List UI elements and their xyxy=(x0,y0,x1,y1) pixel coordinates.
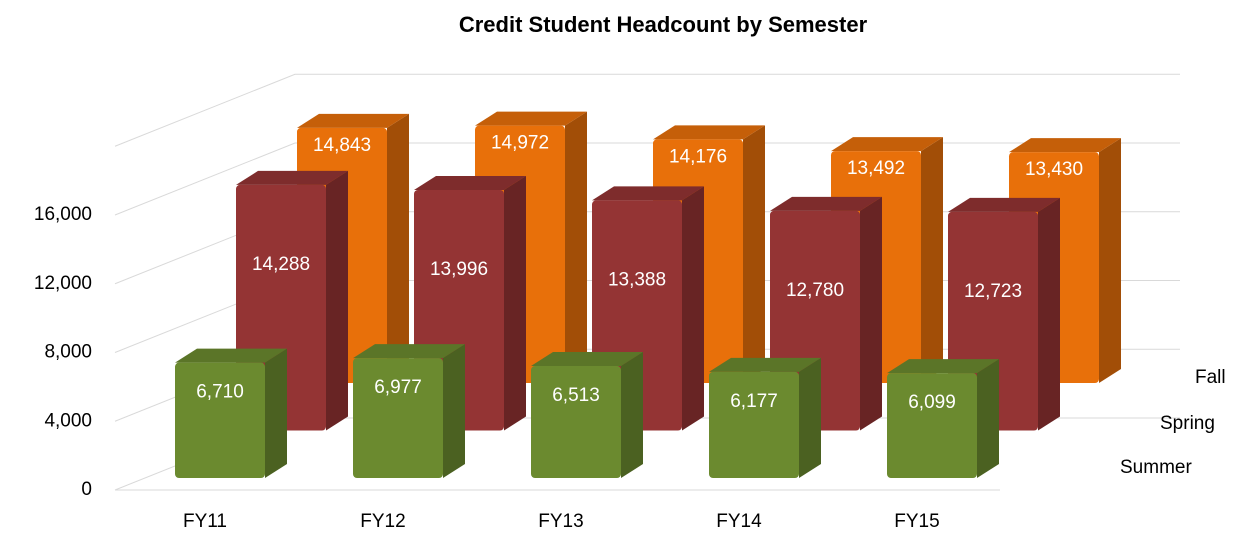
bar-side xyxy=(387,113,409,384)
bar-top xyxy=(531,352,643,367)
bar-side xyxy=(1099,138,1121,383)
bar xyxy=(709,371,799,478)
bar-top xyxy=(709,357,821,372)
data-label: 6,177 xyxy=(730,391,778,412)
bar-side xyxy=(621,352,643,478)
x-tick-label: FY12 xyxy=(360,511,405,532)
bar xyxy=(353,358,443,478)
y-tick-label: 4,000 xyxy=(44,410,92,431)
x-tick-label: FY11 xyxy=(183,511,227,532)
data-label: 14,972 xyxy=(491,133,549,154)
bar-top xyxy=(236,170,348,185)
bar-side xyxy=(860,196,882,431)
data-label: 13,388 xyxy=(608,269,666,290)
bar-top xyxy=(831,137,943,152)
bar-top xyxy=(1009,138,1121,153)
x-tick-label: FY14 xyxy=(716,511,762,532)
data-label: 13,996 xyxy=(430,259,488,280)
bar-top xyxy=(592,186,704,201)
bar-top xyxy=(353,344,465,359)
data-label: 6,099 xyxy=(908,392,956,413)
x-tick-label: FY15 xyxy=(894,511,939,532)
grid-line xyxy=(114,73,1180,147)
bar-top xyxy=(887,359,999,374)
data-label: 6,977 xyxy=(374,377,422,398)
bar-side xyxy=(565,111,587,383)
data-label: 12,780 xyxy=(786,280,844,301)
series-label: Fall xyxy=(1195,367,1226,388)
y-tick-label: 8,000 xyxy=(44,342,92,363)
y-tick-label: 0 xyxy=(81,479,92,500)
bar-top xyxy=(770,196,882,211)
bar-side xyxy=(921,137,943,383)
bar-top xyxy=(297,113,409,128)
bar xyxy=(175,362,265,478)
bar-side xyxy=(682,186,704,431)
bar-side xyxy=(326,170,348,431)
bar-side xyxy=(265,348,287,478)
data-label: 13,430 xyxy=(1025,159,1083,180)
bar-top xyxy=(653,125,765,140)
bar-side xyxy=(443,344,465,478)
data-label: 14,843 xyxy=(313,135,371,156)
bar xyxy=(531,366,621,478)
bar-side xyxy=(743,125,765,383)
chart-title: Credit Student Headcount by Semester xyxy=(459,12,868,37)
bar-top xyxy=(414,175,526,190)
data-label: 14,288 xyxy=(252,254,310,275)
series-label: Spring xyxy=(1160,413,1215,434)
data-label: 13,492 xyxy=(847,158,905,179)
series-label: Summer xyxy=(1120,457,1192,478)
x-tick-label: FY13 xyxy=(538,511,583,532)
bar-top xyxy=(475,111,587,126)
bar-top xyxy=(175,348,287,363)
bar-top xyxy=(948,197,1060,212)
data-label: 14,176 xyxy=(669,146,727,167)
y-tick-label: 12,000 xyxy=(34,273,92,294)
data-label: 6,513 xyxy=(552,385,600,406)
bar-side xyxy=(977,359,999,478)
bar xyxy=(887,373,977,478)
bar-side xyxy=(504,175,526,431)
data-label: 12,723 xyxy=(964,281,1022,302)
data-label: 6,710 xyxy=(196,382,244,403)
bar-side xyxy=(1038,197,1060,431)
y-tick-label: 16,000 xyxy=(34,204,92,225)
bar-side xyxy=(799,357,821,478)
